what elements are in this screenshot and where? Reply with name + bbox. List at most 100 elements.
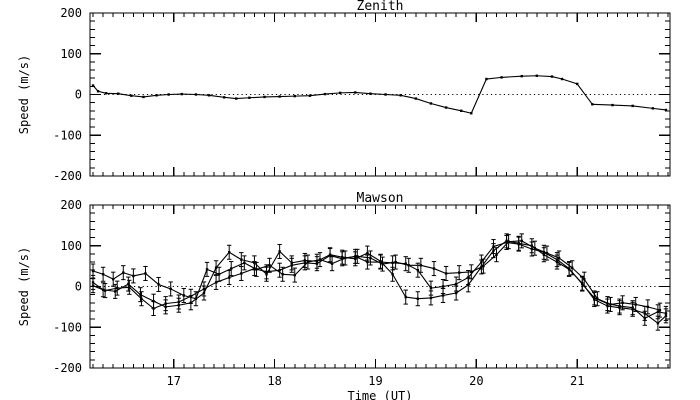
data-point — [132, 274, 135, 278]
data-point — [492, 245, 495, 248]
data-point — [621, 301, 624, 304]
data-point — [555, 258, 559, 261]
y-tick-label: 100 — [60, 239, 82, 253]
data-point — [384, 93, 387, 96]
data-point — [570, 266, 574, 269]
data-point — [444, 272, 448, 275]
data-point — [278, 250, 281, 253]
data-point — [535, 74, 539, 77]
data-point — [416, 297, 420, 300]
data-point — [530, 247, 534, 251]
y-axis-label: Speed (m/s) — [17, 55, 31, 134]
data-point — [130, 94, 133, 97]
panel-zenith: -200 -100 0 100 200 Zenith Speed (m/s) — [17, 0, 671, 183]
data-point — [303, 261, 307, 265]
data-point — [366, 260, 369, 264]
y-tick-label: -200 — [53, 169, 82, 183]
data-point — [591, 103, 594, 106]
data-point — [394, 260, 397, 264]
data-point — [557, 256, 561, 260]
data-point — [354, 255, 357, 258]
data-point — [495, 253, 498, 256]
data-point — [441, 285, 445, 288]
y-tick-label: -200 — [53, 361, 82, 375]
data-point — [366, 251, 369, 255]
y-tick-label: 0 — [75, 88, 82, 102]
data-point — [593, 296, 596, 300]
data-point — [379, 260, 382, 264]
data-point — [328, 254, 332, 257]
y-tick-label: -100 — [53, 128, 82, 142]
data-point — [460, 109, 463, 112]
data-point — [202, 287, 206, 291]
data-point — [117, 92, 120, 95]
data-point — [164, 302, 167, 305]
data-point — [155, 94, 158, 97]
x-axis-label: Time (UT) — [347, 389, 412, 400]
data-point — [248, 96, 251, 99]
data-point — [152, 307, 155, 310]
data-point — [142, 95, 145, 99]
data-point — [651, 107, 655, 110]
data-point — [369, 256, 372, 260]
data-point — [340, 257, 344, 260]
data-point — [520, 239, 523, 243]
data-point — [656, 321, 660, 325]
data-point — [112, 277, 115, 281]
data-point — [114, 290, 117, 293]
data-point — [414, 97, 418, 100]
data-point — [217, 273, 221, 276]
data-point — [101, 273, 105, 276]
data-point — [243, 261, 246, 265]
data-point — [505, 241, 508, 244]
data-point — [207, 94, 211, 97]
data-point — [323, 92, 327, 96]
data-point — [293, 94, 296, 98]
data-point — [470, 270, 473, 274]
data-point — [646, 305, 650, 309]
data-point — [356, 255, 359, 258]
y-axis-label: Speed (m/s) — [17, 247, 31, 326]
data-point — [404, 262, 407, 265]
data-point — [265, 270, 268, 274]
data-point — [658, 308, 662, 312]
data-point — [182, 294, 186, 297]
data-point — [128, 286, 131, 289]
data-point — [263, 95, 266, 99]
data-point — [180, 92, 183, 96]
y-tick-label: -100 — [53, 320, 82, 334]
data-point — [230, 267, 233, 270]
data-point — [127, 282, 130, 286]
x-tick-label: 20 — [469, 374, 483, 388]
data-point — [205, 268, 209, 271]
data-point — [228, 276, 231, 279]
x-tick-label: 21 — [570, 374, 584, 388]
panel-mawson: -200 -100 0 100 200 17 18 19 20 21 Mawson Speed (m/… — [17, 191, 671, 388]
data-point — [293, 273, 296, 277]
data-point — [369, 92, 372, 95]
data-point — [278, 95, 281, 98]
data-point — [419, 264, 423, 267]
y-tick-label: 100 — [60, 47, 82, 61]
data-point — [157, 283, 160, 286]
data-point — [104, 92, 108, 95]
data-point — [581, 282, 584, 286]
data-point — [214, 281, 218, 284]
data-point — [354, 91, 357, 94]
data-point — [103, 289, 107, 292]
data-point — [214, 266, 218, 269]
data-point — [583, 277, 586, 281]
y-tick-label: 200 — [60, 198, 82, 212]
data-point — [631, 104, 634, 108]
data-line — [92, 75, 667, 114]
data-point — [567, 267, 571, 270]
data-point — [235, 97, 238, 100]
data-point — [194, 93, 198, 96]
data-point — [167, 93, 170, 96]
data-point — [391, 261, 394, 265]
data-point — [140, 297, 143, 300]
data-point — [454, 282, 458, 286]
data-point — [116, 286, 119, 290]
